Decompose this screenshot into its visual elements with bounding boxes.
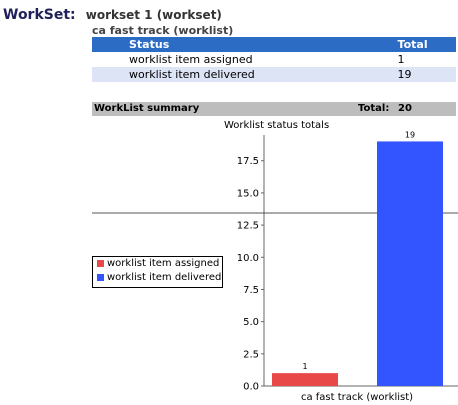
legend-label: worklist item delivered bbox=[107, 272, 222, 283]
y-tick-label: 5.0 bbox=[243, 317, 259, 328]
y-tick-label: 0.0 bbox=[243, 382, 259, 393]
row-status: worklist item delivered bbox=[92, 67, 395, 82]
legend-swatch-delivered bbox=[97, 274, 104, 281]
chart-legend: worklist item assigned worklist item del… bbox=[92, 256, 223, 288]
legend-item-delivered: worklist item delivered bbox=[93, 271, 222, 285]
x-category-label: ca fast track (worklist) bbox=[301, 392, 413, 403]
legend-label: worklist item assigned bbox=[107, 258, 220, 269]
table-row: worklist item assigned 1 bbox=[92, 52, 456, 67]
summary-total-label: Total: bbox=[358, 103, 390, 114]
bar-assigned bbox=[272, 373, 338, 386]
summary-total-value: 20 bbox=[398, 103, 412, 114]
chart-title: Worklist status totals bbox=[224, 120, 330, 131]
total-column-header: Total bbox=[394, 37, 456, 52]
status-column-header: Status bbox=[92, 37, 395, 52]
y-tick-label: 10.0 bbox=[237, 253, 259, 264]
y-tick-label: 12.5 bbox=[237, 221, 259, 232]
data-label: 19 bbox=[405, 130, 415, 139]
y-tick-label: 7.5 bbox=[243, 285, 259, 296]
worklist-summary-bar: WorkList summary Total: 20 bbox=[92, 102, 456, 116]
legend-swatch-assigned bbox=[97, 260, 104, 267]
worklist-title: ca fast track (worklist) bbox=[92, 24, 234, 37]
workset-label: WorkSet: bbox=[3, 7, 76, 23]
row-total: 1 bbox=[397, 53, 405, 66]
y-tick-label: 15.0 bbox=[237, 188, 259, 199]
summary-label: WorkList summary bbox=[94, 103, 200, 114]
legend-item-assigned: worklist item assigned bbox=[93, 257, 222, 271]
data-label: 1 bbox=[302, 362, 307, 371]
status-table: Status Total worklist item assigned 1 wo… bbox=[92, 37, 456, 82]
row-total: 19 bbox=[394, 67, 456, 82]
y-tick-label: 17.5 bbox=[237, 156, 259, 167]
workset-name: workset 1 (workset) bbox=[85, 8, 222, 22]
workset-header: WorkSet: workset 1 (workset) bbox=[3, 4, 222, 23]
bar-delivered bbox=[377, 141, 443, 386]
table-row: worklist item delivered 19 bbox=[92, 67, 456, 82]
y-tick-label: 2.5 bbox=[243, 349, 259, 360]
table-header-row: Status Total bbox=[92, 37, 456, 52]
row-status: worklist item assigned bbox=[129, 53, 253, 66]
